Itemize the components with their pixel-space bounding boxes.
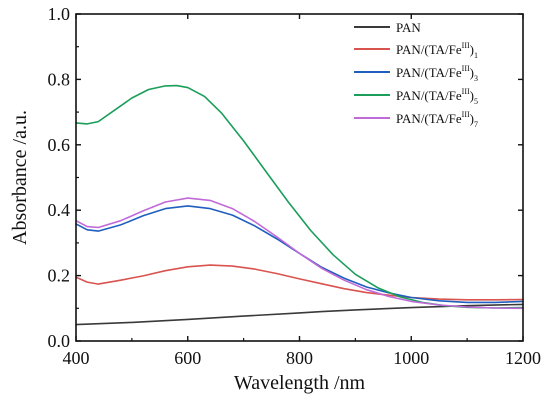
y-tick-label: 0.6 [48, 135, 71, 155]
series-layer [75, 84, 524, 326]
y-tick-label: 0.8 [48, 69, 71, 89]
legend-label-tail: ) [470, 88, 474, 103]
legend-label: PAN [396, 20, 421, 35]
legend-label-superscript: III [462, 41, 470, 50]
legend-label-base: PAN [396, 20, 421, 35]
legend-label-subscript: 3 [474, 74, 478, 83]
legend-label: PAN/(TA/FeIII)7 [396, 110, 478, 129]
legend-label-tail: ) [470, 65, 474, 80]
series-line-2 [75, 264, 524, 301]
legend-label-subscript: 7 [474, 120, 478, 129]
x-axis-ticks: 400 600 800 1000 1200 [63, 14, 541, 368]
legend-label: PAN/(TA/FeIII)3 [396, 64, 478, 83]
legend-label-superscript: III [462, 64, 470, 73]
y-tick-label: 0.0 [48, 331, 71, 351]
x-axis-title: Wavelength /nm [234, 372, 366, 394]
y-tick-label: 1.0 [48, 4, 71, 24]
legend-label-superscript: III [462, 87, 470, 96]
x-tick-label: 1000 [393, 348, 429, 368]
plot-frame [75, 13, 524, 342]
y-axis-ticks: 0.0 0.2 0.4 0.6 0.8 1.0 [48, 4, 523, 351]
x-tick-label: 400 [63, 348, 90, 368]
legend-item-3: PAN/(TA/FeIII)3 [354, 64, 478, 83]
legend: PANPAN/(TA/FeIII)1PAN/(TA/FeIII)3PAN/(TA… [354, 20, 478, 129]
legend-label-tail: ) [470, 111, 474, 126]
x-tick-label: 800 [286, 348, 313, 368]
legend-item-5: PAN/(TA/FeIII)7 [354, 110, 478, 129]
legend-label-base: PAN/(TA/Fe [396, 88, 462, 103]
series-line-1 [75, 303, 524, 326]
legend-item-4: PAN/(TA/FeIII)5 [354, 87, 478, 106]
series-line-5 [75, 197, 524, 310]
x-tick-label: 1200 [505, 348, 541, 368]
legend-label-subscript: 1 [474, 51, 478, 60]
legend-label: PAN/(TA/FeIII)5 [396, 87, 478, 106]
y-tick-label: 0.2 [48, 266, 71, 286]
y-axis-title: Absorbance /a.u. [9, 110, 31, 245]
legend-item-2: PAN/(TA/FeIII)1 [354, 41, 478, 60]
legend-label-base: PAN/(TA/Fe [396, 42, 462, 57]
legend-label-subscript: 5 [474, 97, 478, 106]
legend-label-tail: ) [470, 42, 474, 57]
y-tick-label: 0.4 [48, 200, 71, 220]
legend-label-base: PAN/(TA/Fe [396, 65, 462, 80]
legend-label: PAN/(TA/FeIII)1 [396, 41, 478, 60]
x-tick-label: 600 [174, 348, 201, 368]
legend-item-1: PAN [354, 20, 421, 35]
legend-label-base: PAN/(TA/Fe [396, 111, 462, 126]
legend-label-superscript: III [462, 110, 470, 119]
series-line-3 [75, 205, 524, 304]
